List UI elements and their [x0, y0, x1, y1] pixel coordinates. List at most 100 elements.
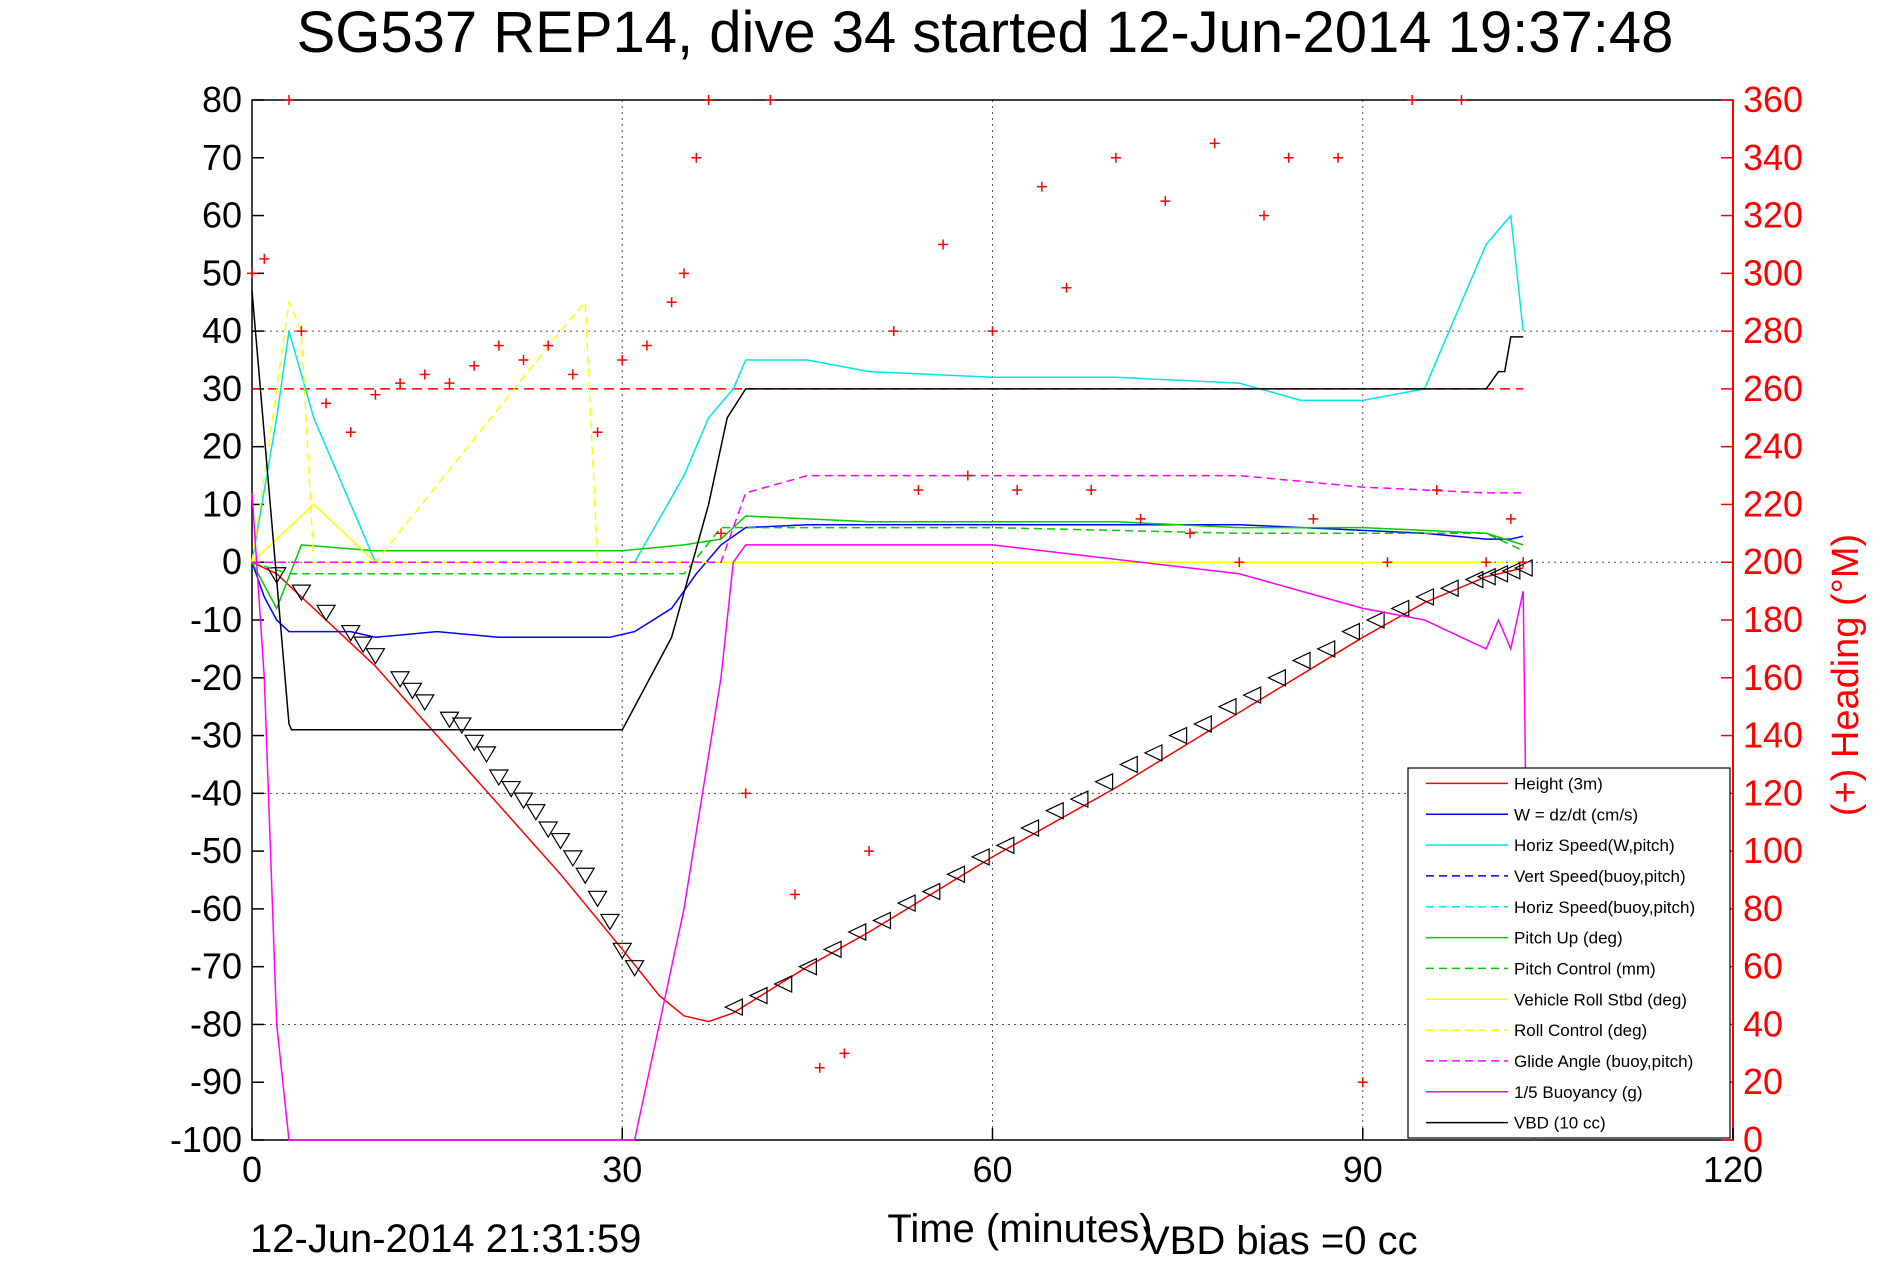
heading-point: [1382, 557, 1393, 568]
y-tick-label: 40: [202, 310, 242, 351]
heading-point: [1086, 485, 1097, 495]
series-line-roll-control-deg: [251, 299, 1524, 563]
heading-point: [1160, 196, 1171, 207]
x-tick-label: 60: [972, 1149, 1012, 1190]
y-tick-label: -40: [190, 772, 242, 813]
height-marker: [748, 986, 768, 1005]
heading-point: [469, 360, 480, 371]
height-marker: [1439, 579, 1459, 598]
y-tick-label: -100: [170, 1119, 242, 1160]
right-tick-label: 280: [1743, 310, 1803, 351]
legend-entry: Pitch Control (mm): [1514, 959, 1656, 978]
heading-point: [987, 326, 998, 337]
heading-point: [1209, 138, 1220, 149]
height-marker: [995, 836, 1015, 855]
heading-point: [1431, 485, 1442, 495]
height-marker: [1291, 651, 1311, 670]
x-tick-label: 90: [1343, 1149, 1383, 1190]
height-marker: [822, 940, 842, 959]
height-marker: [291, 584, 312, 602]
legend-entry: W = dz/dt (cm/s): [1514, 805, 1638, 824]
right-tick-label: 180: [1743, 599, 1803, 640]
height-marker: [439, 711, 460, 729]
height-marker: [1501, 561, 1521, 580]
height-marker: [414, 694, 435, 712]
heading-point: [247, 268, 257, 279]
y-tick-label: -50: [190, 830, 242, 871]
heading-point: [703, 95, 714, 105]
series-line-w-dz-dt-cm-s: [251, 523, 1524, 639]
series-line-horiz-speed-w-pitch: [251, 213, 1524, 563]
right-tick-label: 360: [1743, 79, 1803, 120]
heading-point: [641, 340, 652, 351]
x-tick-label: 30: [602, 1149, 642, 1190]
y-tick-label: -20: [190, 657, 242, 698]
heading-point: [1259, 210, 1270, 221]
heading-point: [345, 427, 356, 438]
heading-point: [617, 355, 628, 365]
height-marker: [476, 746, 497, 764]
height-marker: [1168, 726, 1188, 745]
heading-point: [814, 1062, 825, 1073]
heading-point: [839, 1048, 850, 1059]
height-marker: [1094, 772, 1114, 791]
height-marker: [1476, 567, 1496, 586]
footer-vbd-bias: VBD bias =0 cc: [1143, 1219, 1418, 1262]
right-tick-label: 100: [1743, 830, 1803, 871]
legend-entry: Pitch Up (deg): [1514, 929, 1623, 948]
y-tick-label: -10: [190, 599, 242, 640]
height-marker: [1020, 819, 1040, 837]
heading-point: [1407, 95, 1418, 105]
heading-point: [1110, 152, 1121, 163]
legend-entry: Horiz Speed(buoy,pitch): [1514, 898, 1695, 917]
heading-point: [592, 427, 603, 438]
height-marker: [970, 847, 990, 866]
series-line-pitch-up-deg: [251, 515, 1524, 611]
right-tick-label: 0: [1743, 1119, 1763, 1160]
heading-point: [567, 369, 578, 380]
series-line-vbd-10-cc: [251, 290, 1524, 731]
right-tick-label: 60: [1743, 946, 1783, 987]
height-marker: [1390, 599, 1410, 618]
height-marker: [1489, 564, 1509, 583]
legend-entry: Horiz Speed(W,pitch): [1514, 836, 1675, 855]
heading-point: [1333, 152, 1344, 163]
height-marker: [599, 913, 620, 931]
height-marker: [266, 567, 287, 584]
y-tick-label: 0: [222, 541, 242, 582]
right-axis-label: (+) Heading (°M): [1825, 534, 1867, 816]
height-marker: [315, 604, 337, 622]
height-marker: [538, 821, 559, 839]
y-tick-label: 10: [202, 483, 242, 524]
right-tick-label: 340: [1743, 137, 1803, 178]
footer-timestamp: 12-Jun-2014 21:31:59: [250, 1217, 641, 1261]
heading-point: [678, 268, 689, 279]
right-tick-label: 260: [1743, 368, 1803, 409]
height-marker: [562, 850, 583, 868]
x-axis-label: Time (minutes): [887, 1207, 1152, 1251]
right-tick-label: 140: [1743, 715, 1803, 756]
height-marker: [921, 882, 941, 901]
heading-point: [715, 528, 726, 539]
heading-point: [493, 340, 504, 351]
height-marker: [896, 894, 916, 913]
height-marker: [525, 804, 546, 821]
height-marker: [464, 734, 485, 752]
height-marker: [1217, 697, 1237, 716]
heading-point: [1036, 181, 1047, 192]
heading-point: [321, 398, 332, 409]
height-marker: [1192, 715, 1212, 733]
heading-point: [1518, 557, 1529, 568]
height-marker: [1340, 622, 1361, 641]
heading-point: [1481, 557, 1492, 568]
legend-entry: 1/5 Buoyancy (g): [1514, 1083, 1643, 1102]
heading-point: [765, 95, 776, 105]
heading-point: [691, 152, 702, 163]
heading-point: [1456, 95, 1467, 105]
y-tick-label: 60: [202, 195, 242, 236]
heading-point: [259, 253, 270, 264]
height-marker: [513, 792, 534, 810]
heading-point: [864, 846, 875, 857]
legend-entry: Vert Speed(buoy,pitch): [1514, 867, 1686, 886]
series-line-height-3m: [251, 561, 1524, 1023]
